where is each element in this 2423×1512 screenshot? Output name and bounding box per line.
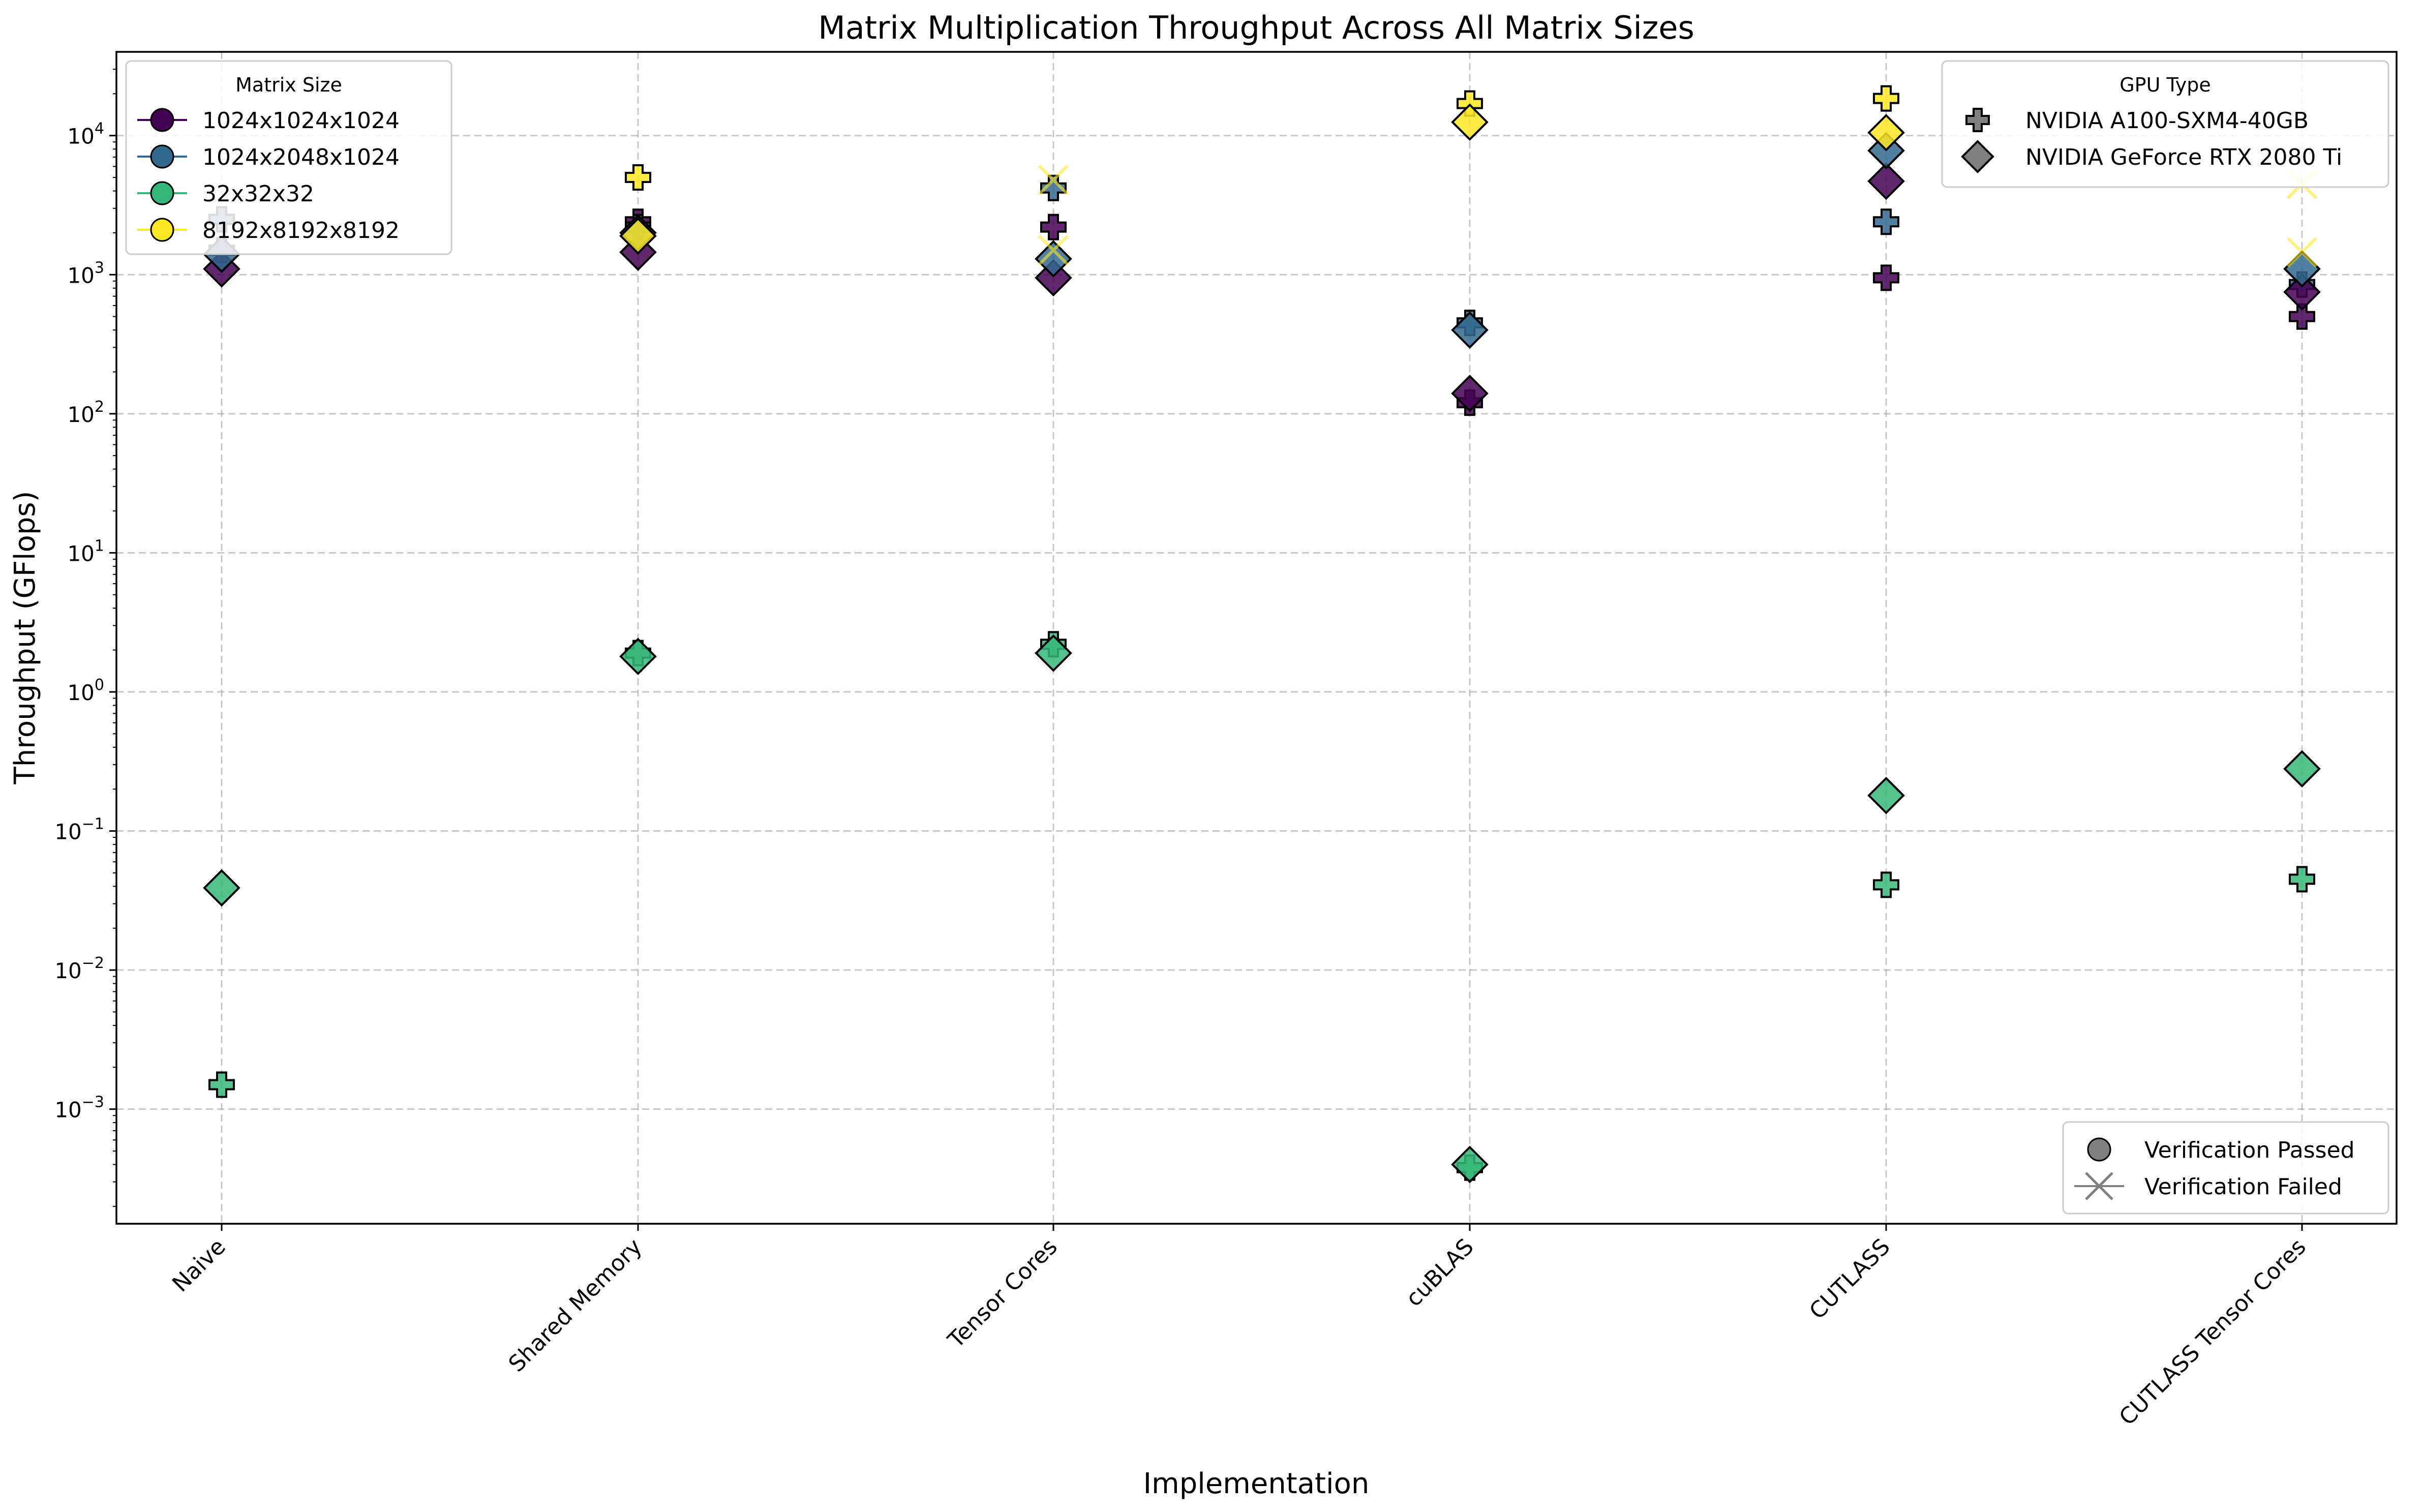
failed-point-x-marker	[1038, 164, 1069, 196]
rtx2080ti-point-diamond-marker	[1451, 1145, 1489, 1184]
rtx2080ti-point-diamond-marker	[619, 638, 657, 675]
legend-layer: Matrix Size 1024x1024x1024 1024x2048x1024 3…	[125, 60, 2389, 1215]
y-tick-label: 10−2	[54, 954, 104, 983]
matrix-size-legend-box	[125, 60, 452, 255]
y-tick-label: 10−3	[54, 1094, 104, 1123]
gpu-type-legend-label: NVIDIA GeForce RTX 2080 Ti	[2025, 144, 2342, 170]
y-tick-label: 101	[67, 537, 104, 566]
rtx2080ti-point-diamond-marker	[1035, 259, 1072, 297]
x-tick-label: cuBLAS	[1401, 1234, 1478, 1312]
matrix-size-legend-label: 32x32x32	[202, 181, 314, 207]
x-tick-label: Tensor Cores	[943, 1234, 1062, 1353]
verification-legend-label: Verification Passed	[2144, 1137, 2355, 1163]
rtx2080ti-point-diamond-marker	[1867, 114, 1905, 152]
gpu-type-legend-label: NVIDIA A100-SXM4-40GB	[2025, 108, 2309, 134]
rtx2080ti-point-diamond-marker	[1035, 634, 1072, 672]
x-axis-label: Implementation	[1143, 1467, 1370, 1500]
matrix-size-legend-marker	[150, 144, 174, 169]
verification-legend-x-marker	[2085, 1172, 2113, 1200]
chart-title: Matrix Multiplication Throughput Across …	[818, 9, 1694, 46]
matrix-size-legend-label: 1024x1024x1024	[202, 108, 400, 134]
a100-point-plus-marker	[1873, 264, 1899, 291]
rtx2080ti-point-diamond-marker	[619, 217, 657, 255]
matrix-size-legend-label: 1024x2048x1024	[202, 144, 400, 170]
verification-legend-label: Verification Failed	[2144, 1174, 2342, 1200]
y-tick-label: 102	[67, 398, 104, 427]
y-tick-label: 100	[67, 676, 104, 705]
gpu-legend-diamond-marker	[1961, 140, 1994, 173]
rtx2080ti-point-diamond-marker	[1035, 240, 1072, 278]
rtx2080ti-point-diamond-marker	[1451, 375, 1489, 412]
rtx2080ti-point-diamond-marker	[203, 869, 240, 907]
a100-point-plus-marker	[1040, 214, 1067, 240]
verification-legend-circle-marker	[2087, 1137, 2111, 1162]
a100-point-plus-marker	[1873, 208, 1899, 235]
verification-legend-box	[2062, 1121, 2389, 1215]
x-tick-label: CUTLASS Tensor Cores	[2114, 1234, 2311, 1431]
gpu-type-legend-title: GPU Type	[2119, 74, 2211, 96]
matrix-size-legend-label: 8192x8192x8192	[202, 218, 400, 244]
rtx2080ti-point-diamond-marker	[1867, 162, 1905, 200]
a100-point-plus-marker	[2289, 866, 2315, 893]
rtx2080ti-point-diamond-marker	[2283, 273, 2321, 311]
a100-point-plus-marker	[208, 1071, 235, 1098]
x-tick-label: CUTLASS	[1804, 1234, 1895, 1324]
gpu-legend-plus-marker	[1965, 108, 1990, 132]
y-axis-label: Throughput (GFlops)	[9, 491, 42, 785]
gpu-type-legend-box	[1941, 60, 2389, 188]
matrix-size-legend-marker	[150, 181, 174, 205]
axes-layer: 10−3 10−2 10−1 100 101 102 103 104 Naive Shared M…	[54, 69, 2311, 1431]
rtx2080ti-point-diamond-marker	[1867, 776, 1905, 814]
a100-point-plus-marker	[1873, 871, 1899, 898]
plot-frame	[115, 51, 2398, 1225]
a100-point-plus-marker	[625, 164, 651, 191]
a100-point-plus-marker	[1873, 85, 1899, 112]
x-tick-label: Naive	[167, 1234, 231, 1297]
grid-layer	[116, 52, 2397, 1224]
matrix-size-legend-marker	[150, 108, 174, 132]
x-tick-label: Shared Memory	[504, 1234, 647, 1377]
a100-point-plus-marker	[2289, 303, 2315, 330]
rtx2080ti-point-diamond-marker	[1451, 311, 1489, 349]
failed-point-x-marker	[2286, 236, 2318, 268]
matrix-size-legend-marker	[150, 218, 174, 242]
failed-point-x-marker	[1038, 234, 1069, 266]
rtx2080ti-point-diamond-marker	[2283, 750, 2321, 788]
points-layer	[203, 85, 2321, 1184]
y-tick-label: 103	[67, 259, 104, 288]
y-tick-label: 10−1	[54, 815, 104, 844]
rtx2080ti-point-diamond-marker	[1451, 103, 1489, 141]
y-tick-label: 104	[67, 120, 104, 149]
matrix-size-legend-title: Matrix Size	[235, 74, 342, 96]
